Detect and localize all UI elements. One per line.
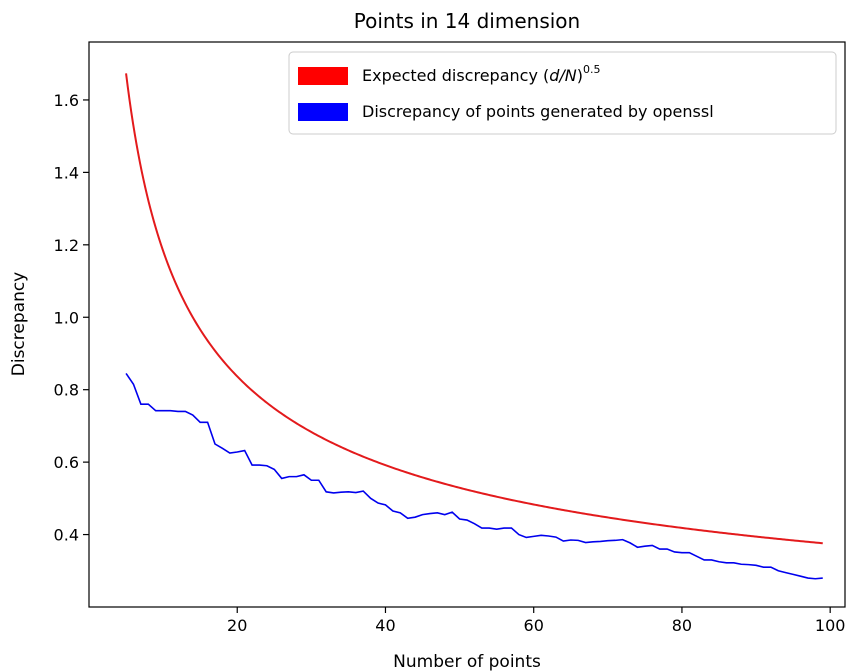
x-axis: 20 40 60 80 100 (227, 607, 845, 635)
y-tick-label: 0.8 (54, 381, 79, 400)
y-tick-label: 1.6 (54, 91, 79, 110)
y-axis-label: Discrepancy (9, 272, 29, 376)
legend-swatch-expected (298, 67, 348, 85)
y-tick-label: 1.0 (54, 308, 79, 327)
legend-label-openssl: Discrepancy of points generated by opens… (362, 102, 714, 121)
chart-title: Points in 14 dimension (354, 9, 580, 33)
legend-swatch-openssl (298, 103, 348, 121)
y-tick-label: 1.2 (54, 236, 79, 255)
plot-area (125, 73, 823, 580)
y-tick-label: 0.6 (54, 453, 79, 472)
x-tick-label: 80 (672, 616, 692, 635)
x-tick-label: 60 (524, 616, 544, 635)
x-tick-label: 100 (815, 616, 846, 635)
legend: Expected discrepancy (d/N)0.5 Discrepanc… (288, 51, 837, 135)
x-tick-label: 20 (227, 616, 247, 635)
y-tick-label: 1.4 (54, 163, 79, 182)
plot-frame (88, 41, 846, 608)
series-openssl-line (125, 372, 823, 580)
y-axis: 0.4 0.6 0.8 1.0 1.2 1.4 1.6 (54, 91, 89, 545)
y-tick-label: 0.4 (54, 526, 79, 545)
legend-box (288, 51, 837, 135)
x-axis-label: Number of points (393, 652, 541, 672)
legend-label-expected: Expected discrepancy (d/N)0.5 (362, 63, 601, 85)
series-expected-line (125, 73, 823, 545)
x-tick-label: 40 (375, 616, 395, 635)
